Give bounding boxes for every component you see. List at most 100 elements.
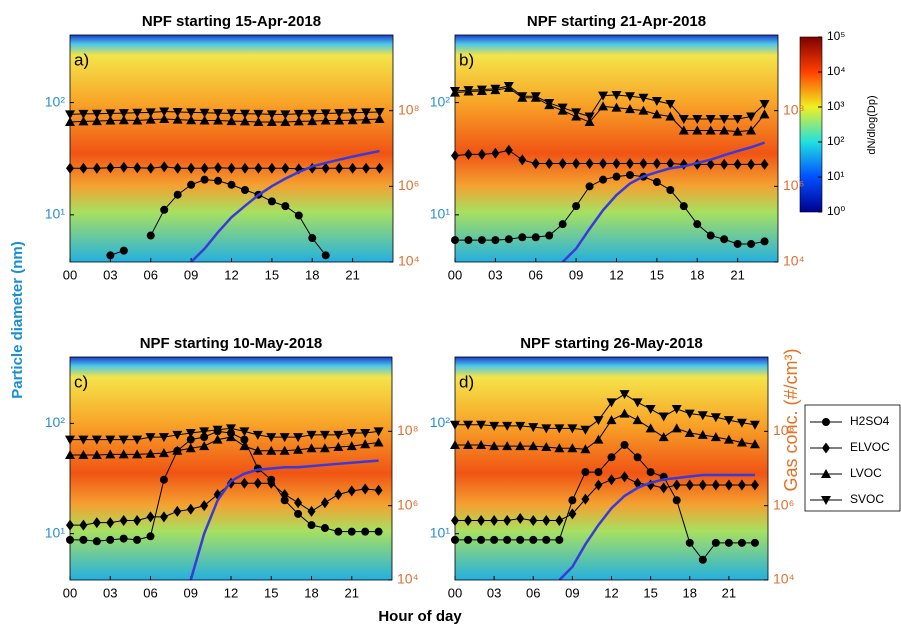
y2-tick-label: 10⁶ [783, 177, 804, 193]
x-tick-label: 00 [63, 267, 77, 282]
series-marker [606, 398, 617, 408]
series-marker [611, 90, 622, 100]
series-marker [555, 535, 564, 544]
series-marker [679, 202, 688, 211]
series-marker [666, 158, 675, 170]
x-tick-label: 00 [63, 585, 77, 600]
series-marker [733, 239, 742, 248]
series-marker [611, 102, 622, 112]
series-marker [476, 439, 487, 449]
series-marker [463, 86, 474, 96]
series-marker [186, 435, 195, 444]
series-marker [719, 125, 730, 135]
series-marker [619, 408, 630, 418]
series-marker [491, 236, 500, 245]
x-tick-label: 03 [103, 267, 117, 282]
colorbar-tick-label: 10⁰ [827, 204, 845, 218]
series-marker [746, 112, 757, 122]
series-marker [710, 413, 721, 423]
legend-label: LVOC [850, 466, 882, 480]
series-marker [572, 202, 581, 211]
series-marker [185, 443, 196, 453]
x-tick-label: 15 [264, 585, 278, 600]
series-marker [463, 420, 474, 430]
series-marker [160, 161, 169, 173]
series-marker [333, 430, 344, 440]
series-marker [518, 154, 527, 166]
y-tick-label: 10¹ [430, 206, 451, 222]
series-marker [106, 162, 115, 174]
series-marker [172, 114, 183, 124]
series-marker [706, 158, 715, 170]
series-marker [719, 115, 730, 125]
series-marker [477, 236, 486, 245]
series-marker [749, 420, 760, 430]
y-tick-label: 10² [430, 414, 451, 430]
series-marker [464, 514, 473, 526]
series-marker [594, 479, 603, 491]
series-marker [692, 115, 703, 125]
series-marker [199, 441, 210, 451]
series-marker [685, 538, 694, 547]
x-tick-label: 03 [488, 267, 502, 282]
x-tick-label: 06 [143, 585, 157, 600]
series-marker [199, 108, 210, 118]
series-marker [502, 421, 513, 431]
x-tick-label: 15 [650, 267, 664, 282]
series-marker [334, 488, 343, 500]
series-marker [555, 514, 564, 526]
series-marker [633, 453, 642, 462]
series-marker [226, 116, 237, 126]
series-marker [266, 110, 277, 120]
series-marker [307, 505, 316, 517]
series-marker [361, 527, 370, 536]
series-marker [542, 514, 551, 526]
panel-title: NPF starting 15-Apr-2018 [142, 13, 321, 30]
legend-marker [821, 469, 831, 478]
x-tick-label: 00 [448, 585, 462, 600]
series-marker [736, 437, 747, 447]
series-marker [159, 107, 170, 117]
series-marker [599, 158, 608, 170]
colorbar-label: dN/dlog(Dp) [866, 95, 878, 154]
series-marker [119, 161, 128, 173]
series-marker [132, 108, 143, 118]
heatmap [70, 35, 393, 262]
y2-axis-label: Gas conc. (#/cm³) [781, 348, 801, 491]
series-marker [78, 450, 89, 460]
x-tick-label: 21 [722, 585, 736, 600]
series-marker [666, 185, 675, 194]
series-marker [502, 441, 513, 451]
series-marker [557, 103, 568, 113]
series-marker [584, 112, 595, 122]
y2-tick-label: 10⁶ [397, 496, 418, 512]
series-marker [692, 125, 703, 135]
series-marker [720, 235, 729, 244]
series-marker [281, 202, 290, 211]
series-marker [541, 441, 552, 451]
series-marker [145, 433, 156, 443]
series-marker [624, 104, 635, 114]
series-marker [266, 117, 277, 127]
series-marker [239, 427, 250, 437]
series-marker [619, 390, 630, 400]
series-marker [491, 147, 500, 159]
series-marker [606, 415, 617, 425]
series-marker [78, 116, 89, 126]
series-marker [146, 162, 155, 174]
series-marker [79, 162, 88, 174]
series-marker [279, 445, 290, 455]
series-marker [632, 398, 643, 408]
x-tick-label: 15 [643, 585, 657, 600]
series-marker [321, 162, 330, 174]
series-marker [464, 148, 473, 160]
y2-tick-label: 10⁶ [773, 496, 794, 512]
x-tick-label: 09 [184, 267, 198, 282]
series-marker [750, 479, 759, 491]
series-marker [334, 527, 343, 536]
x-tick-label: 12 [604, 585, 618, 600]
series-marker [91, 450, 102, 460]
y-tick-label: 10² [430, 93, 451, 109]
series-marker [638, 93, 649, 103]
